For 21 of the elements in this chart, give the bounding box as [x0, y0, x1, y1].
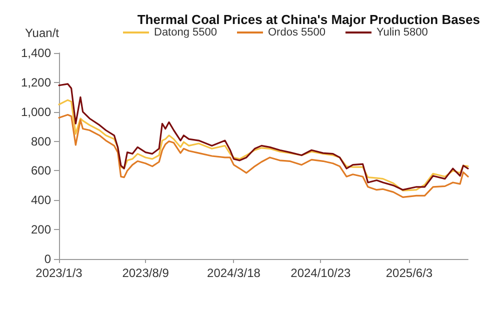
x-tick-label: 2025/6/3 — [386, 266, 433, 280]
y-tick-label: 0 — [44, 252, 52, 266]
y-tick-label: 800 — [30, 134, 52, 148]
x-tick-label: 2024/3/18 — [207, 266, 261, 280]
y-axis-title: Yuan/t — [24, 26, 60, 40]
y-tick-label: 600 — [30, 164, 52, 178]
line-series — [58, 114, 469, 198]
line-series — [58, 83, 469, 191]
y-tick-label: 1,400 — [20, 46, 52, 60]
legend-label: Ordos 5500 — [268, 26, 326, 38]
chart-title: Thermal Coal Prices at China's Major Production Bases — [137, 12, 480, 27]
y-tick-label: 200 — [30, 222, 52, 237]
legend-label: Datong 5500 — [154, 26, 217, 38]
x-tick-label: 2023/1/3 — [36, 266, 83, 280]
y-tick-label: 1,200 — [20, 75, 52, 90]
line-series — [58, 99, 469, 192]
y-tick-label: 400 — [30, 193, 52, 208]
x-tick-label: 2023/8/9 — [122, 266, 170, 280]
y-tick-label: 1,000 — [20, 104, 52, 119]
x-tick-label: 2024/10/23 — [290, 266, 352, 280]
legend-label: Yulin 5800 — [376, 26, 428, 38]
